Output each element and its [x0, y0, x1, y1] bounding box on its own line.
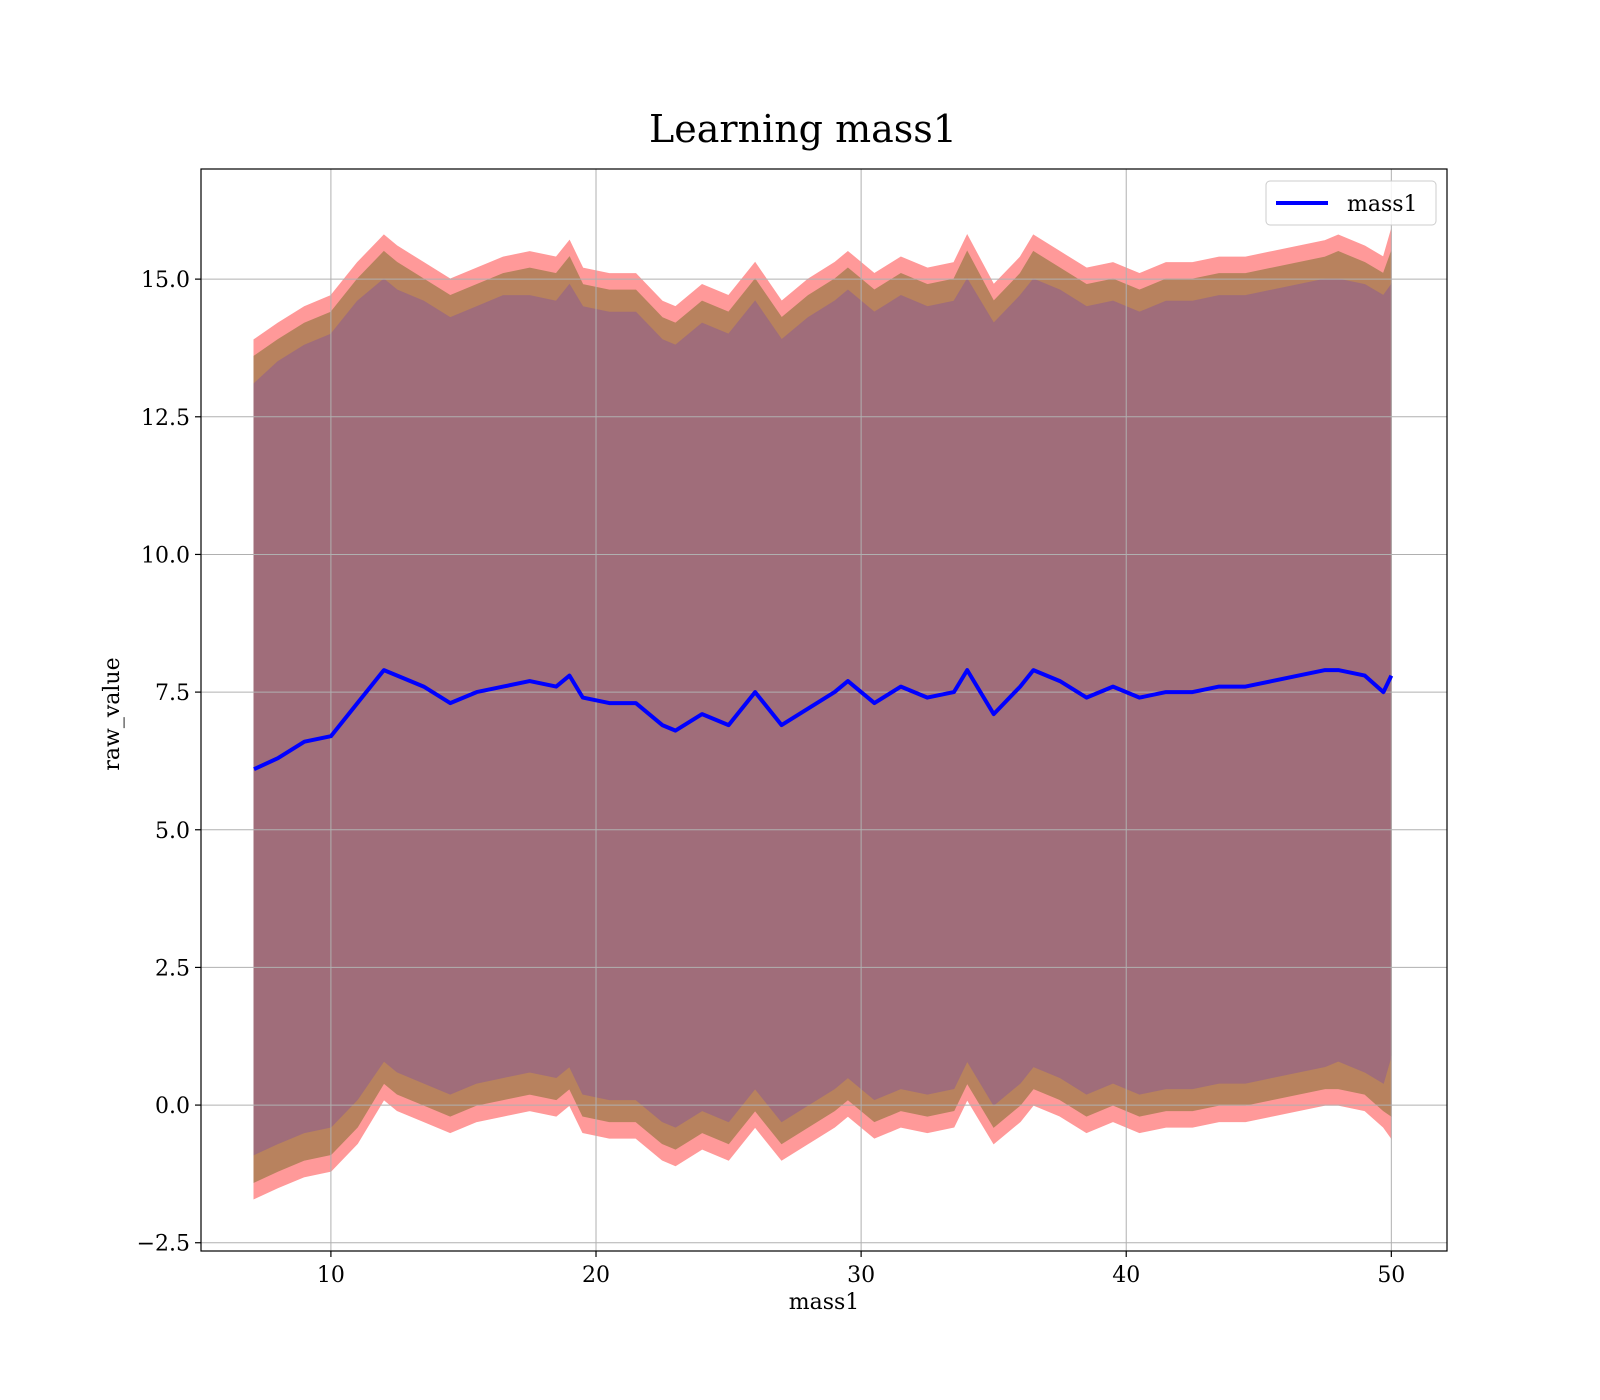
grid-lines	[201, 169, 1447, 1251]
x-tick-label: 30	[847, 1263, 875, 1288]
mean-line-group	[253, 668, 1394, 772]
legend: mass1	[1265, 180, 1437, 226]
y-tick-label: 12.5	[141, 406, 190, 431]
y-axis-ticks: −2.5 0.0 2.5 5.0 7.5 10.0 12.5 15.0	[137, 268, 201, 1257]
y-tick-label: −2.5	[137, 1232, 190, 1257]
y-tick-label: 5.0	[155, 819, 190, 844]
x-tick-label: 40	[1112, 1263, 1140, 1288]
x-axis-ticks: 10 20 30 40 50	[317, 1251, 1405, 1288]
x-tick-label: 50	[1377, 1263, 1405, 1288]
series-line-mass1	[253, 668, 1394, 772]
plot-area	[200, 168, 1448, 1252]
y-tick-label: 2.5	[155, 956, 190, 981]
plot-frame	[200, 168, 1448, 1252]
legend-label: mass1	[1347, 192, 1418, 217]
x-tick-label: 20	[582, 1263, 610, 1288]
x-tick-label: 10	[317, 1263, 345, 1288]
inner-band	[253, 278, 1392, 1156]
confidence-bands	[253, 229, 1392, 1200]
y-axis-label: raw_value	[100, 657, 125, 770]
y-tick-label: 10.0	[141, 543, 190, 568]
y-tick-label: 0.0	[155, 1094, 190, 1119]
chart-title: Learning mass1	[649, 107, 957, 151]
legend-box	[1265, 180, 1437, 226]
y-tick-label: 7.5	[155, 681, 190, 706]
y-tick-label: 15.0	[141, 268, 190, 293]
x-axis-label: mass1	[789, 1290, 860, 1315]
